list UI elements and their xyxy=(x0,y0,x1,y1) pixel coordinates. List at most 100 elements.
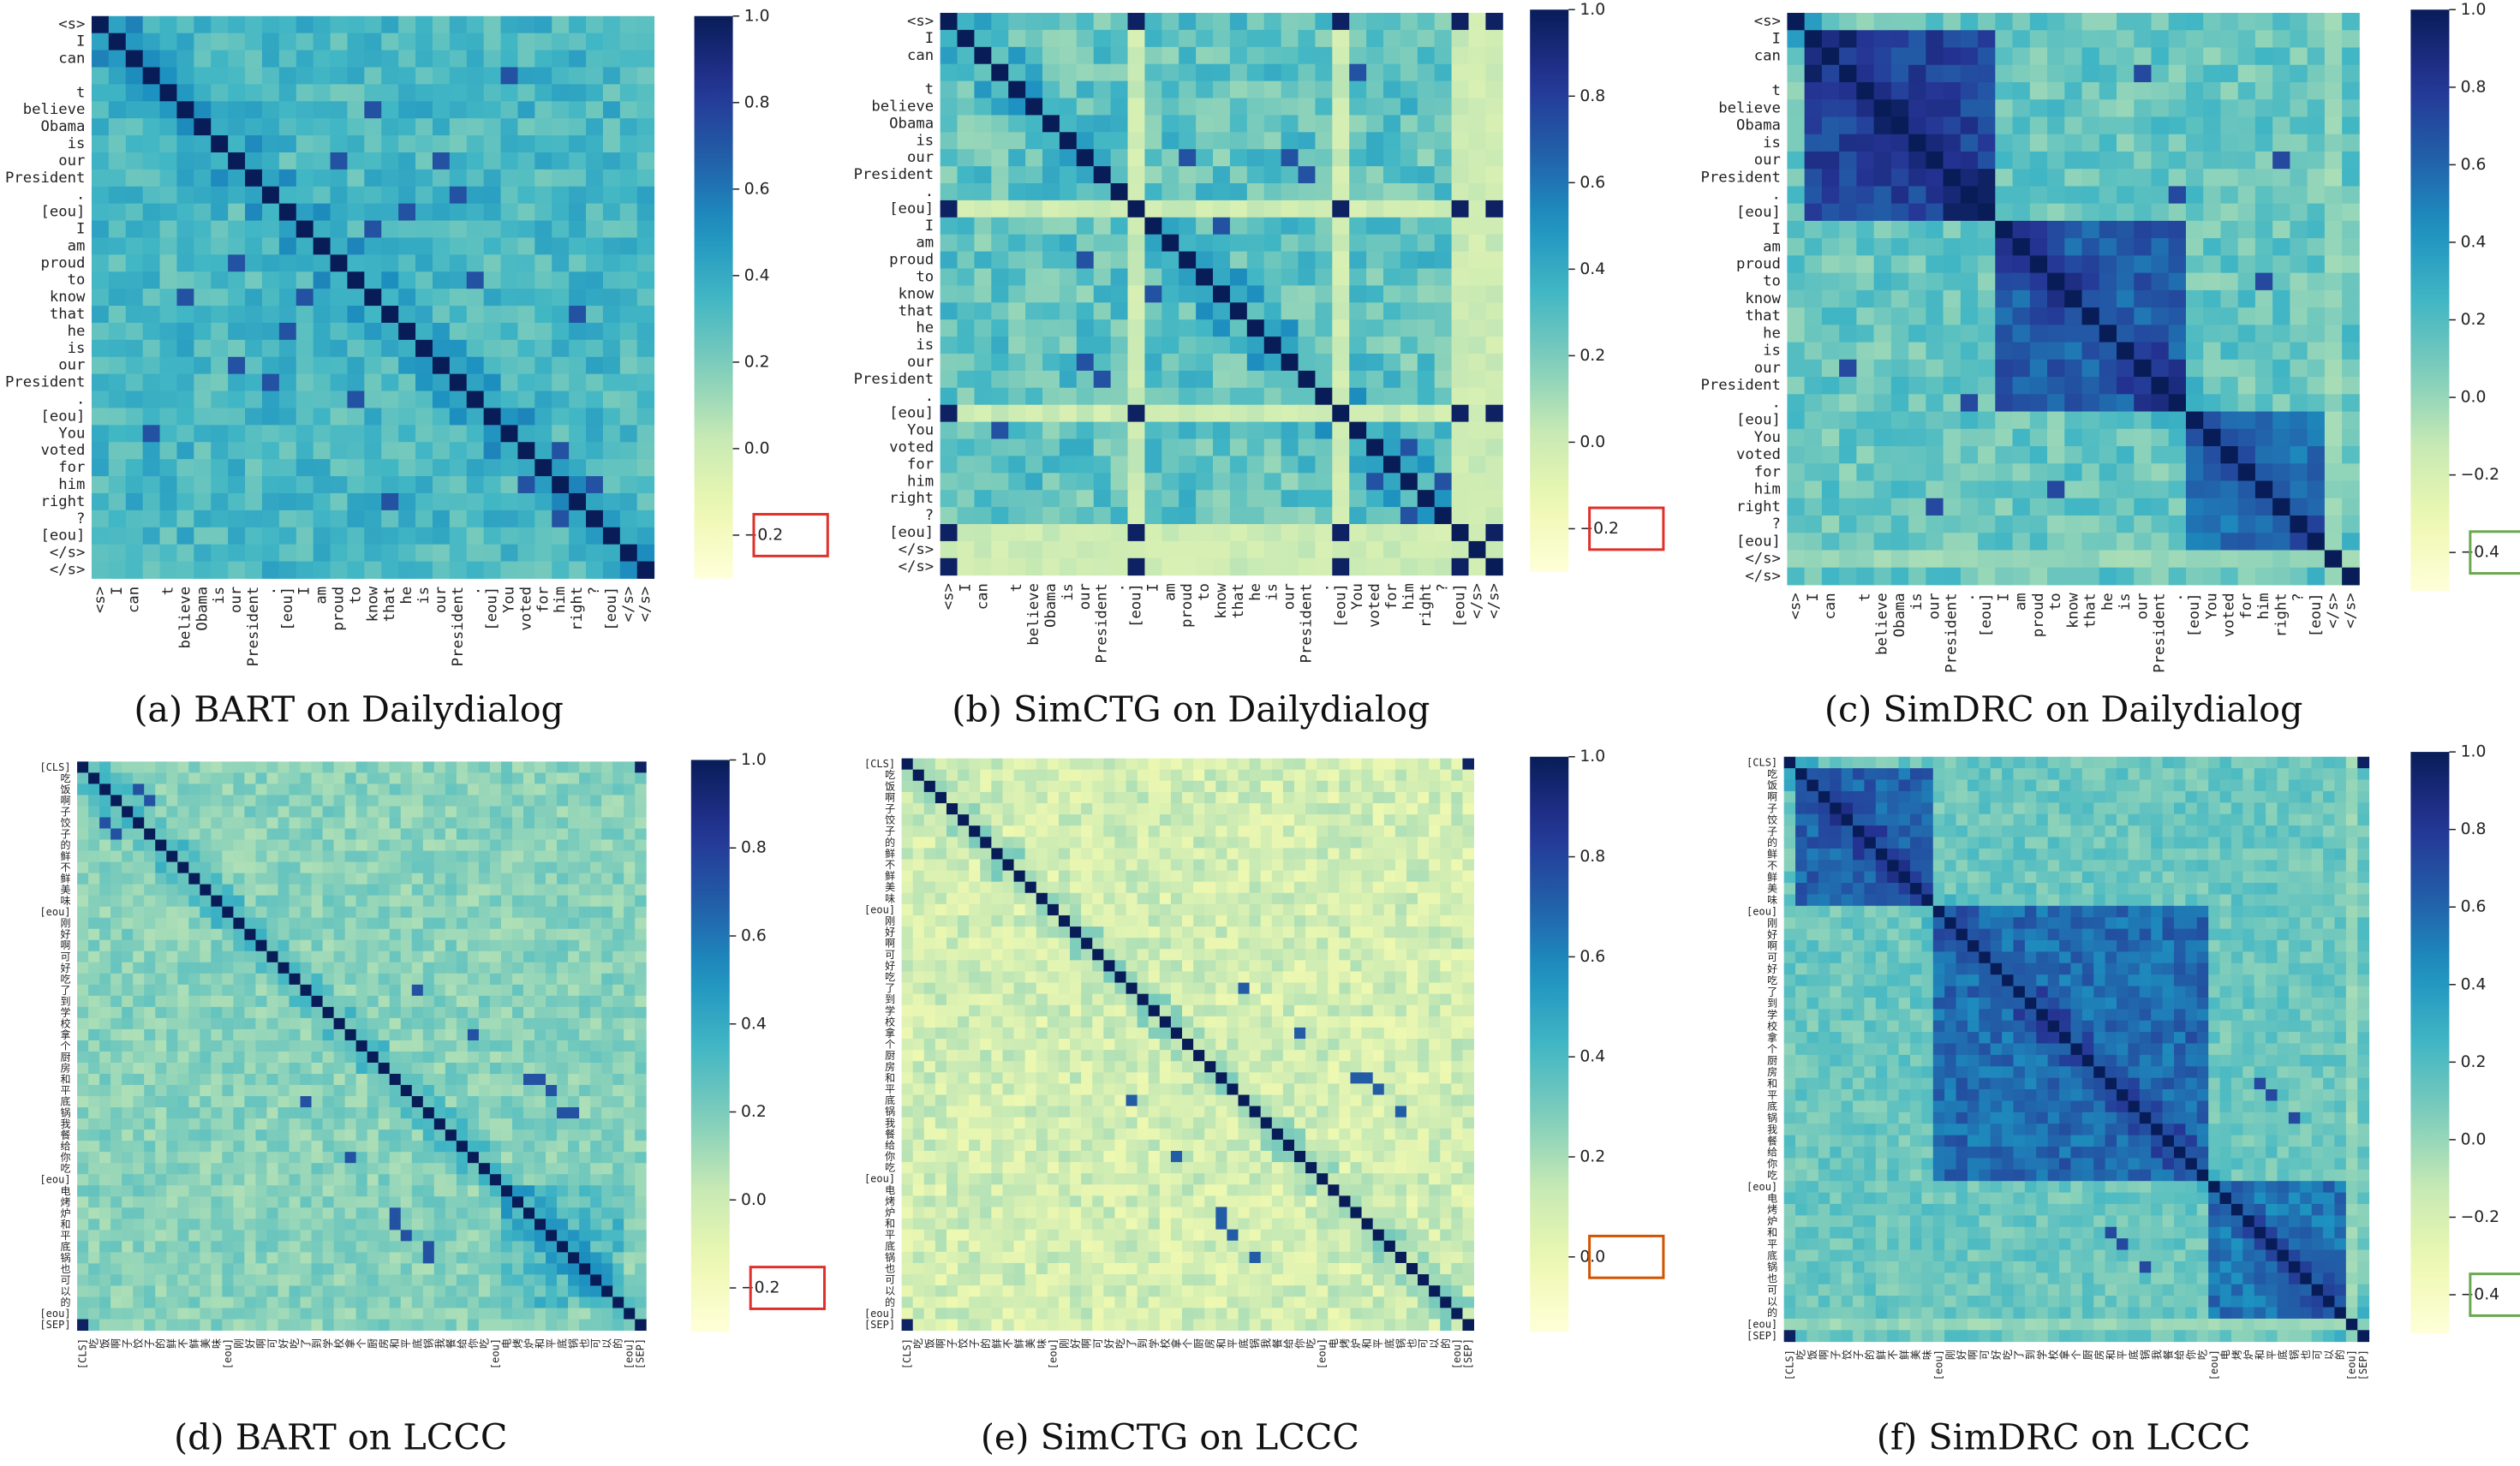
heatmap-cell xyxy=(1908,428,1926,447)
heatmap-cell xyxy=(445,884,457,897)
heatmap-cell xyxy=(364,476,382,494)
heatmap-cell xyxy=(344,962,357,974)
heatmap-cell xyxy=(2151,203,2170,222)
heatmap-cell xyxy=(456,984,469,997)
heatmap-cell xyxy=(322,1028,335,1041)
heatmap-cell xyxy=(108,373,127,392)
heatmap-cell xyxy=(1315,234,1333,253)
heatmap-cell xyxy=(289,1028,302,1041)
heatmap-cell xyxy=(1246,302,1265,320)
heatmap-cell xyxy=(2029,134,2048,152)
heatmap-cell xyxy=(1246,149,1265,167)
heatmap-cell xyxy=(1025,370,1043,389)
heatmap-cell xyxy=(2324,533,2343,551)
heatmap-cell xyxy=(489,962,502,974)
heatmap-cell xyxy=(2254,550,2273,569)
heatmap-cell xyxy=(330,527,348,545)
heatmap-cell xyxy=(389,806,402,818)
heatmap-cell xyxy=(108,476,127,494)
heatmap-cell xyxy=(364,169,382,188)
heatmap-cell xyxy=(1978,169,1996,187)
heatmap-cell xyxy=(466,492,485,511)
heatmap-cell xyxy=(2151,13,2170,31)
heatmap-cell xyxy=(159,203,177,222)
heatmap-cell xyxy=(1890,550,1909,569)
heatmap-cell xyxy=(1383,337,1401,355)
heatmap-cell xyxy=(2272,411,2290,430)
heatmap-cell xyxy=(99,861,111,874)
heatmap-cell xyxy=(2168,428,2187,447)
heatmap-cell xyxy=(1787,359,1806,378)
heatmap-cell xyxy=(1978,550,1996,569)
heatmap-cell xyxy=(1161,387,1179,406)
heatmap-cell xyxy=(255,861,267,874)
heatmap-cell xyxy=(108,220,127,238)
heatmap-cell xyxy=(1008,524,1026,542)
heatmap-cell xyxy=(1332,540,1350,559)
heatmap-cell xyxy=(1144,132,1162,150)
heatmap-cell xyxy=(1263,285,1282,303)
heatmap-cell xyxy=(125,561,144,579)
x-tick-label: [eou] xyxy=(484,587,501,631)
heatmap-cell xyxy=(364,101,382,119)
heatmap-cell xyxy=(255,828,267,840)
heatmap-cell xyxy=(991,319,1009,337)
heatmap-cell xyxy=(940,46,958,65)
heatmap-cell xyxy=(974,98,992,116)
heatmap-cell xyxy=(1890,411,1909,430)
heatmap-cell xyxy=(245,220,263,238)
heatmap-cell xyxy=(1110,217,1128,235)
heatmap-cell xyxy=(957,251,975,269)
y-tick-label: I xyxy=(925,218,934,235)
heatmap-cell xyxy=(91,118,110,136)
heatmap-cell xyxy=(422,895,435,908)
heatmap-cell xyxy=(1298,557,1316,576)
heatmap-cell xyxy=(2116,186,2135,205)
heatmap-cell xyxy=(378,1062,391,1075)
heatmap-cell xyxy=(940,115,958,133)
heatmap-cell xyxy=(2151,116,2170,135)
heatmap-cell xyxy=(500,271,518,289)
heatmap-cell xyxy=(367,784,379,796)
heatmap-cell xyxy=(1908,342,1926,361)
heatmap-cell xyxy=(1229,268,1248,286)
heatmap-cell xyxy=(2168,533,2187,551)
heatmap-cell xyxy=(245,527,263,545)
heatmap-cell xyxy=(619,15,638,34)
heatmap-cell xyxy=(222,973,234,986)
heatmap-cell xyxy=(211,973,223,986)
heatmap-cell xyxy=(1400,115,1418,133)
heatmap-cell xyxy=(2290,411,2308,430)
heatmap-cell xyxy=(1856,307,1875,325)
heatmap-cell xyxy=(1995,480,2014,499)
y-tick-label: I xyxy=(1772,221,1781,238)
heatmap-cell xyxy=(1839,289,1857,308)
heatmap-cell xyxy=(483,442,502,460)
heatmap-cell xyxy=(1246,540,1265,559)
heatmap-cell xyxy=(534,322,552,341)
heatmap-cell xyxy=(278,322,297,341)
heatmap-cell xyxy=(2116,220,2135,239)
heatmap-cell xyxy=(557,939,569,952)
heatmap-cell xyxy=(449,561,468,579)
heatmap-cell xyxy=(2064,342,2082,361)
heatmap-cell xyxy=(311,828,324,840)
heatmap-cell xyxy=(1059,285,1078,303)
heatmap-cell xyxy=(2272,515,2290,533)
heatmap-cell xyxy=(2324,377,2343,395)
heatmap-cell xyxy=(108,442,127,460)
heatmap-cell xyxy=(2290,515,2308,533)
x-tick-label: he xyxy=(2099,593,2117,611)
heatmap-cell xyxy=(568,951,580,963)
heatmap-cell xyxy=(1485,46,1503,65)
heatmap-cell xyxy=(133,784,145,796)
heatmap-cell xyxy=(261,118,280,136)
heatmap-cell xyxy=(2134,325,2152,343)
heatmap-cell xyxy=(1008,354,1026,372)
heatmap-cell xyxy=(415,544,433,563)
heatmap-cell xyxy=(483,237,502,255)
heatmap-cell xyxy=(1281,115,1299,133)
heatmap-cell xyxy=(1196,524,1214,542)
heatmap-cell xyxy=(88,895,100,908)
heatmap-cell xyxy=(466,33,485,51)
